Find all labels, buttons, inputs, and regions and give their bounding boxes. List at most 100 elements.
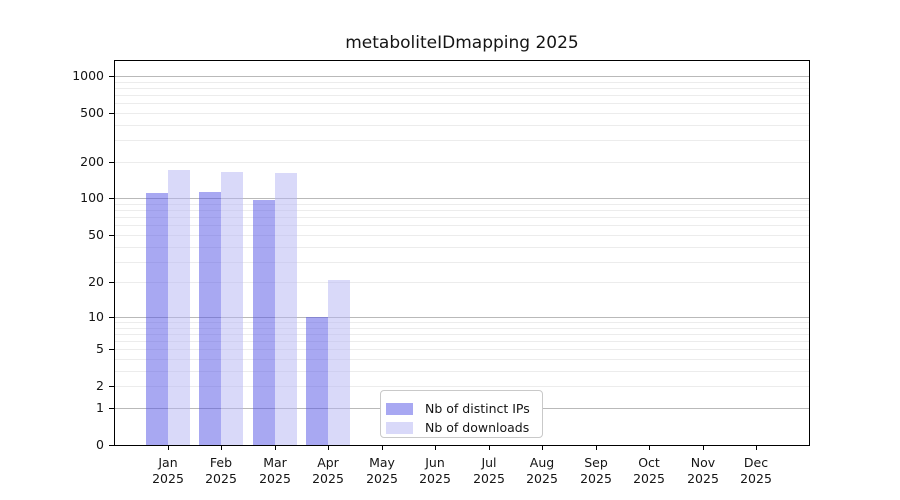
gridline-y-20	[115, 282, 809, 283]
x-tick-mark-aug	[542, 446, 543, 450]
x-tick-month: May	[369, 455, 395, 470]
x-tick-year: 2025	[312, 470, 344, 486]
x-tick-mark-mar	[275, 446, 276, 450]
x-tick-year: 2025	[633, 470, 665, 486]
x-tick-label-feb: Feb 2025	[189, 455, 253, 486]
x-tick-mark-apr	[328, 446, 329, 450]
gridline-y-1000	[115, 76, 809, 77]
y-tick-mark-0	[109, 445, 114, 446]
x-tick-month: Mar	[263, 455, 287, 470]
y-tick-label-2: 2	[96, 378, 104, 393]
x-tick-month: Sep	[584, 455, 608, 470]
gridline-y-10	[115, 317, 809, 318]
bar-distinct-ips-apr	[306, 316, 328, 446]
gridline-y-80	[115, 210, 809, 211]
gridline-y-7	[115, 334, 809, 335]
gridline-y-800	[115, 88, 809, 89]
gridline-y-200	[115, 162, 809, 163]
y-tick-mark-1000	[109, 76, 114, 77]
y-tick-mark-100	[109, 198, 114, 199]
x-tick-year: 2025	[473, 470, 505, 486]
gridline-y-90	[115, 204, 809, 205]
x-tick-month: Aug	[529, 455, 555, 470]
x-tick-mark-feb	[221, 446, 222, 450]
x-tick-month: Nov	[690, 455, 716, 470]
x-tick-year: 2025	[687, 470, 719, 486]
x-tick-mark-nov	[703, 446, 704, 450]
x-tick-label-aug: Aug 2025	[510, 455, 574, 486]
x-tick-mark-may	[382, 446, 383, 450]
gridline-y-5	[115, 349, 809, 350]
plot-area: Nb of distinct IPs Nb of downloads	[114, 60, 810, 446]
x-tick-year: 2025	[152, 470, 184, 486]
gridline-y-30	[115, 262, 809, 263]
x-tick-mark-dec	[756, 446, 757, 450]
bar-distinct-ips-feb	[199, 191, 221, 446]
gridline-y-2	[115, 386, 809, 387]
x-tick-label-jun: Jun 2025	[403, 455, 467, 486]
gridline-y-40	[115, 247, 809, 248]
y-tick-mark-1	[109, 408, 114, 409]
gridline-y-600	[115, 103, 809, 104]
y-tick-mark-20	[109, 282, 114, 283]
gridline-y-8	[115, 328, 809, 329]
gridline-y-70	[115, 217, 809, 218]
x-tick-year: 2025	[580, 470, 612, 486]
x-tick-label-nov: Nov 2025	[671, 455, 735, 486]
y-tick-label-0: 0	[96, 437, 104, 452]
x-tick-month: Dec	[743, 455, 769, 470]
gridline-y-6	[115, 341, 809, 342]
legend-swatch-distinct-ips	[386, 402, 413, 415]
legend-label-distinct-ips: Nb of distinct IPs	[425, 401, 530, 416]
x-tick-mark-jun	[435, 446, 436, 450]
x-tick-label-jan: Jan 2025	[136, 455, 200, 486]
gridline-y-400	[115, 125, 809, 126]
y-tick-label-500: 500	[80, 105, 104, 120]
chart-title: metaboliteIDmapping 2025	[345, 33, 579, 53]
bar-downloads-apr	[328, 279, 350, 446]
legend-label-downloads: Nb of downloads	[425, 420, 530, 435]
y-tick-label-100: 100	[80, 190, 104, 205]
legend-item-distinct-ips: Nb of distinct IPs	[386, 399, 534, 418]
x-tick-year: 2025	[366, 470, 398, 486]
x-tick-label-apr: Apr 2025	[296, 455, 360, 486]
x-tick-mark-sep	[596, 446, 597, 450]
x-tick-year: 2025	[526, 470, 558, 486]
y-tick-mark-50	[109, 235, 114, 236]
gridline-y-3	[115, 371, 809, 372]
gridline-y-700	[115, 95, 809, 96]
y-tick-label-50: 50	[88, 227, 104, 242]
bar-downloads-mar	[275, 172, 297, 446]
x-tick-label-jul: Jul 2025	[457, 455, 521, 486]
x-tick-month: Oct	[638, 455, 660, 470]
gridline-y-4	[115, 359, 809, 360]
bar-distinct-ips-mar	[253, 200, 275, 446]
legend-swatch-downloads	[386, 421, 413, 434]
x-tick-year: 2025	[419, 470, 451, 486]
bar-downloads-jan	[168, 169, 190, 446]
x-tick-mark-oct	[649, 446, 650, 450]
y-tick-label-200: 200	[80, 154, 104, 169]
y-tick-label-20: 20	[88, 274, 104, 289]
y-tick-label-5: 5	[96, 341, 104, 356]
x-tick-label-oct: Oct 2025	[617, 455, 681, 486]
y-tick-label-1000: 1000	[72, 68, 104, 83]
y-tick-mark-5	[109, 349, 114, 350]
gridline-y-300	[115, 140, 809, 141]
legend: Nb of distinct IPs Nb of downloads	[380, 390, 543, 438]
y-tick-label-1: 1	[96, 400, 104, 415]
bars-layer	[114, 60, 810, 446]
x-tick-year: 2025	[259, 470, 291, 486]
gridline-y-500	[115, 113, 809, 114]
gridline-y-9	[115, 322, 809, 323]
gridline-y-900	[115, 82, 809, 83]
x-tick-month: Jan	[158, 455, 178, 470]
y-tick-mark-200	[109, 162, 114, 163]
bar-distinct-ips-jan	[146, 192, 168, 446]
x-tick-mark-jul	[489, 446, 490, 450]
bar-downloads-feb	[221, 171, 243, 446]
x-tick-year: 2025	[740, 470, 772, 486]
